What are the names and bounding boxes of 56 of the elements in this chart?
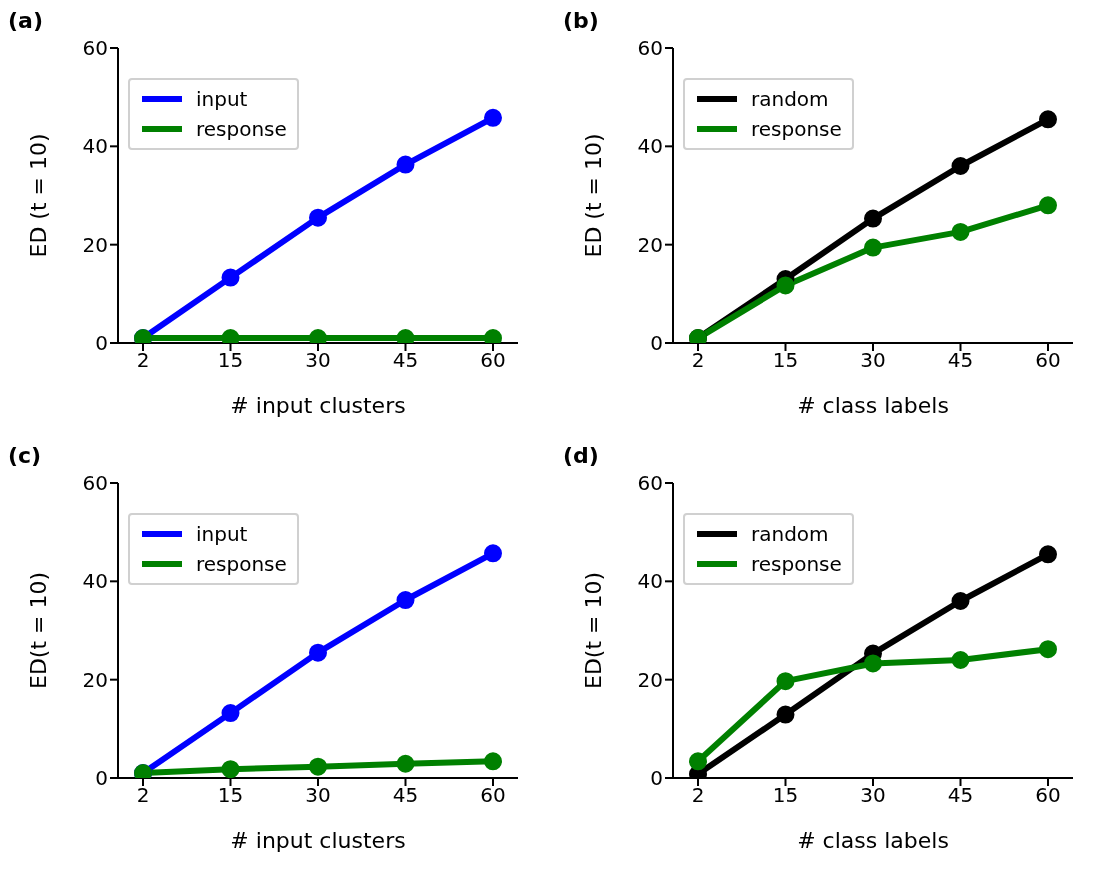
y-tick-label: 20 xyxy=(637,232,663,257)
y-tick-label: 40 xyxy=(637,569,663,594)
x-tick-label: 45 xyxy=(947,348,974,373)
y-tick-label: 40 xyxy=(82,569,108,594)
y-tick-label: 0 xyxy=(650,331,663,356)
y-tick-label: 60 xyxy=(82,471,108,496)
legend-label: response xyxy=(751,552,842,576)
y-tick-label: 60 xyxy=(82,36,108,61)
y-tick-label: 60 xyxy=(637,36,663,61)
x-tick-label: 15 xyxy=(217,783,244,808)
x-tick-label: 2 xyxy=(136,783,150,808)
x-tick-label: 30 xyxy=(305,783,331,808)
y-tick-label: 40 xyxy=(637,134,663,159)
chart-title: (d) xyxy=(563,443,599,468)
chart-title: (a) xyxy=(8,8,43,33)
legend-label: random xyxy=(751,522,829,546)
legend-label: random xyxy=(751,87,829,111)
x-tick-label: 45 xyxy=(947,783,974,808)
x-tick-label: 2 xyxy=(136,348,150,373)
y-axis-title: ED (t = 10) xyxy=(25,133,51,258)
x-axis-title: # class labels xyxy=(797,393,949,418)
x-tick-label: 60 xyxy=(480,783,506,808)
y-tick-label: 40 xyxy=(82,134,108,159)
chart-title: (b) xyxy=(563,8,599,33)
x-tick-label: 15 xyxy=(772,348,799,373)
x-tick-label: 30 xyxy=(860,348,886,373)
chart-title: (c) xyxy=(8,443,42,468)
x-axis-title: # class labels xyxy=(797,828,949,853)
y-axis-title: ED(t = 10) xyxy=(580,571,606,690)
x-axis-title: # input clusters xyxy=(230,828,406,853)
x-tick-label: 2 xyxy=(691,783,705,808)
x-axis-title: # input clusters xyxy=(230,393,406,418)
y-tick-label: 0 xyxy=(95,331,108,356)
y-tick-label: 20 xyxy=(82,667,108,692)
y-axis-title: ED(t = 10) xyxy=(25,571,51,690)
x-tick-label: 30 xyxy=(860,783,886,808)
y-tick-label: 20 xyxy=(82,232,108,257)
y-tick-label: 0 xyxy=(650,766,663,791)
y-tick-label: 20 xyxy=(637,667,663,692)
legend-label: response xyxy=(196,117,287,141)
y-tick-label: 0 xyxy=(95,766,108,791)
x-tick-label: 45 xyxy=(392,348,419,373)
legend-label: input xyxy=(196,522,248,546)
legend-label: input xyxy=(196,87,248,111)
x-tick-label: 60 xyxy=(480,348,506,373)
x-tick-label: 15 xyxy=(217,348,244,373)
y-axis-title: ED (t = 10) xyxy=(580,133,606,258)
x-tick-label: 45 xyxy=(392,783,419,808)
y-tick-label: 60 xyxy=(637,471,663,496)
x-tick-label: 2 xyxy=(691,348,705,373)
x-tick-label: 15 xyxy=(772,783,799,808)
x-tick-label: 30 xyxy=(305,348,331,373)
x-tick-label: 60 xyxy=(1035,348,1061,373)
legend-label: response xyxy=(751,117,842,141)
legend-label: response xyxy=(196,552,287,576)
x-tick-label: 60 xyxy=(1035,783,1061,808)
